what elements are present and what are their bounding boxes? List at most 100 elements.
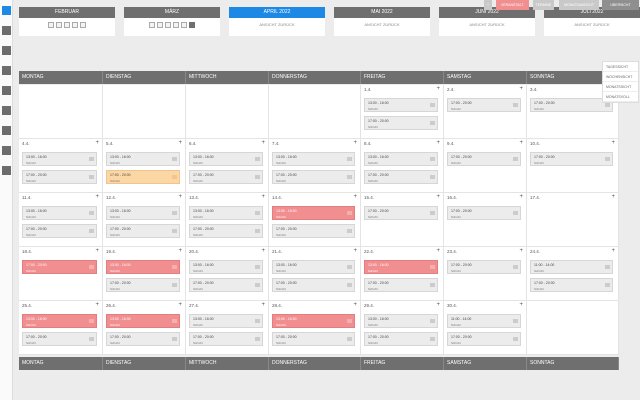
event-edit-icon[interactable] [605, 283, 610, 287]
add-event-icon[interactable]: + [436, 140, 440, 146]
event-edit-icon[interactable] [172, 211, 177, 215]
add-event-icon[interactable]: + [611, 194, 615, 200]
event-block[interactable]: 13:00 - 16:00 Schicht [189, 206, 263, 220]
event-edit-icon[interactable] [513, 103, 518, 107]
event-edit-icon[interactable] [172, 175, 177, 179]
event-edit-icon[interactable] [605, 265, 610, 269]
event-edit-icon[interactable] [255, 229, 260, 233]
week-button[interactable] [80, 22, 86, 28]
event-edit-icon[interactable] [605, 103, 610, 107]
day-cell[interactable]: 14.4. +13:00 - 16:00 Schicht 17:00 - 20:00 S… [269, 193, 361, 247]
add-event-icon[interactable]: + [519, 302, 523, 308]
event-block[interactable]: 17:00 - 20:00 Schicht [106, 224, 180, 238]
day-cell[interactable]: 30.4. +11:00 - 14:00 Schicht 17:00 - 20:00 S… [444, 301, 527, 355]
event-block[interactable]: 11:00 - 14:00 Schicht [530, 260, 613, 274]
event-edit-icon[interactable] [430, 121, 435, 125]
day-cell[interactable]: 22.4. +13:00 - 16:00 Schicht 17:00 - 20:00 S… [361, 247, 444, 301]
add-event-icon[interactable]: + [261, 194, 265, 200]
add-event-icon[interactable]: + [95, 302, 99, 308]
event-edit-icon[interactable] [430, 283, 435, 287]
event-block[interactable]: 17:00 - 20:00 Schicht [106, 170, 180, 184]
event-edit-icon[interactable] [255, 337, 260, 341]
event-block[interactable]: 13:00 - 16:00 Schicht [22, 206, 97, 220]
toolbar-button[interactable]: ÜBERSICHT [602, 0, 639, 10]
event-block[interactable]: 13:00 - 16:00 Schicht [364, 152, 438, 166]
day-cell[interactable]: 23.4. +17:00 - 20:00 Schicht [444, 247, 527, 301]
event-edit-icon[interactable] [430, 157, 435, 161]
month-tab[interactable]: MÄRZ [124, 7, 220, 36]
event-block[interactable]: 13:00 - 16:00 Schicht [364, 260, 438, 274]
event-edit-icon[interactable] [347, 157, 352, 161]
day-cell[interactable]: 4.4. +13:00 - 16:00 Schicht 17:00 - 20:00 Sc… [19, 139, 103, 193]
event-block[interactable]: 13:00 - 16:00 Schicht [272, 152, 355, 166]
day-cell[interactable]: 25.4. +13:00 - 16:00 Schicht 17:00 - 20:00 S… [19, 301, 103, 355]
day-cell[interactable]: 15.4. +17:00 - 20:00 Schicht [361, 193, 444, 247]
event-block[interactable]: 13:00 - 16:00 Schicht [22, 314, 97, 328]
event-edit-icon[interactable] [513, 157, 518, 161]
day-cell[interactable]: 26.4. +13:00 - 16:00 Schicht 17:00 - 20:00 S… [103, 301, 186, 355]
event-edit-icon[interactable] [430, 337, 435, 341]
add-event-icon[interactable]: + [519, 194, 523, 200]
event-edit-icon[interactable] [89, 265, 94, 269]
event-edit-icon[interactable] [89, 337, 94, 341]
month-tab[interactable]: MAI 2022 ANSICHT ZURÜCK [334, 7, 430, 36]
user-icon[interactable] [2, 46, 11, 55]
day-cell[interactable]: 13.4. +13:00 - 16:00 Schicht 17:00 - 20:00 S… [186, 193, 269, 247]
event-block[interactable]: 17:00 - 20:00 Schicht [530, 98, 613, 112]
view-menu-item[interactable]: MONATSSICHT [603, 82, 638, 92]
add-event-icon[interactable]: + [519, 140, 523, 146]
day-cell[interactable]: 12.4. +13:00 - 16:00 Schicht 17:00 - 20:00 S… [103, 193, 186, 247]
event-block[interactable]: 13:00 - 16:00 Schicht [106, 260, 180, 274]
event-edit-icon[interactable] [255, 157, 260, 161]
toolbar-button[interactable]: MONATSANSICHT [559, 0, 599, 10]
event-block[interactable]: 17:00 - 20:00 Schicht [530, 152, 613, 166]
add-event-icon[interactable]: + [436, 86, 440, 92]
day-cell[interactable]: 21.4. +13:00 - 16:00 Schicht 17:00 - 20:00 S… [269, 247, 361, 301]
event-block[interactable]: 13:00 - 16:00 Schicht [106, 152, 180, 166]
building-icon[interactable] [2, 26, 11, 35]
event-edit-icon[interactable] [172, 265, 177, 269]
add-event-icon[interactable]: + [519, 86, 523, 92]
event-block[interactable]: 13:00 - 16:00 Schicht [189, 152, 263, 166]
week-button[interactable] [48, 22, 54, 28]
event-edit-icon[interactable] [513, 265, 518, 269]
week-button[interactable] [64, 22, 70, 28]
event-block[interactable]: 17:00 - 20:00 Schicht [364, 170, 438, 184]
add-event-icon[interactable]: + [353, 248, 357, 254]
view-menu-item[interactable]: MONATSVOLL [603, 92, 638, 102]
event-block[interactable]: 13:00 - 16:00 Schicht [22, 152, 97, 166]
event-edit-icon[interactable] [347, 229, 352, 233]
event-block[interactable]: 17:00 - 20:00 Schicht [106, 332, 180, 346]
event-edit-icon[interactable] [255, 265, 260, 269]
day-cell[interactable]: 6.4. +13:00 - 16:00 Schicht 17:00 - 20:00 Sc… [186, 139, 269, 193]
event-edit-icon[interactable] [89, 157, 94, 161]
month-tab[interactable]: JULI 2022 ANSICHT ZURÜCK [544, 7, 640, 36]
star-icon[interactable] [2, 126, 11, 135]
event-edit-icon[interactable] [255, 175, 260, 179]
event-block[interactable]: 17:00 - 20:00 Schicht [447, 152, 521, 166]
add-event-icon[interactable]: + [178, 140, 182, 146]
add-event-icon[interactable]: + [261, 140, 265, 146]
event-edit-icon[interactable] [430, 265, 435, 269]
event-edit-icon[interactable] [605, 157, 610, 161]
add-event-icon[interactable]: + [261, 302, 265, 308]
event-edit-icon[interactable] [255, 211, 260, 215]
add-event-icon[interactable]: + [436, 302, 440, 308]
event-edit-icon[interactable] [347, 175, 352, 179]
event-edit-icon[interactable] [513, 337, 518, 341]
event-edit-icon[interactable] [513, 319, 518, 323]
add-event-icon[interactable]: + [353, 140, 357, 146]
event-edit-icon[interactable] [172, 157, 177, 161]
event-block[interactable]: 17:00 - 20:00 Schicht [364, 206, 438, 220]
event-block[interactable]: 17:00 - 20:00 Schicht [189, 332, 263, 346]
add-event-icon[interactable]: + [178, 302, 182, 308]
event-block[interactable]: 17:00 - 20:00 Schicht [189, 224, 263, 238]
add-event-icon[interactable]: + [436, 248, 440, 254]
event-edit-icon[interactable] [430, 103, 435, 107]
event-block[interactable]: 17:00 - 20:00 Schicht [364, 278, 438, 292]
event-block[interactable]: 13:00 - 16:00 Schicht [106, 206, 180, 220]
toolbar-button[interactable]: + [484, 0, 492, 10]
mail-icon[interactable] [2, 66, 11, 75]
add-event-icon[interactable]: + [95, 194, 99, 200]
event-block[interactable]: 17:00 - 20:00 Schicht [272, 278, 355, 292]
